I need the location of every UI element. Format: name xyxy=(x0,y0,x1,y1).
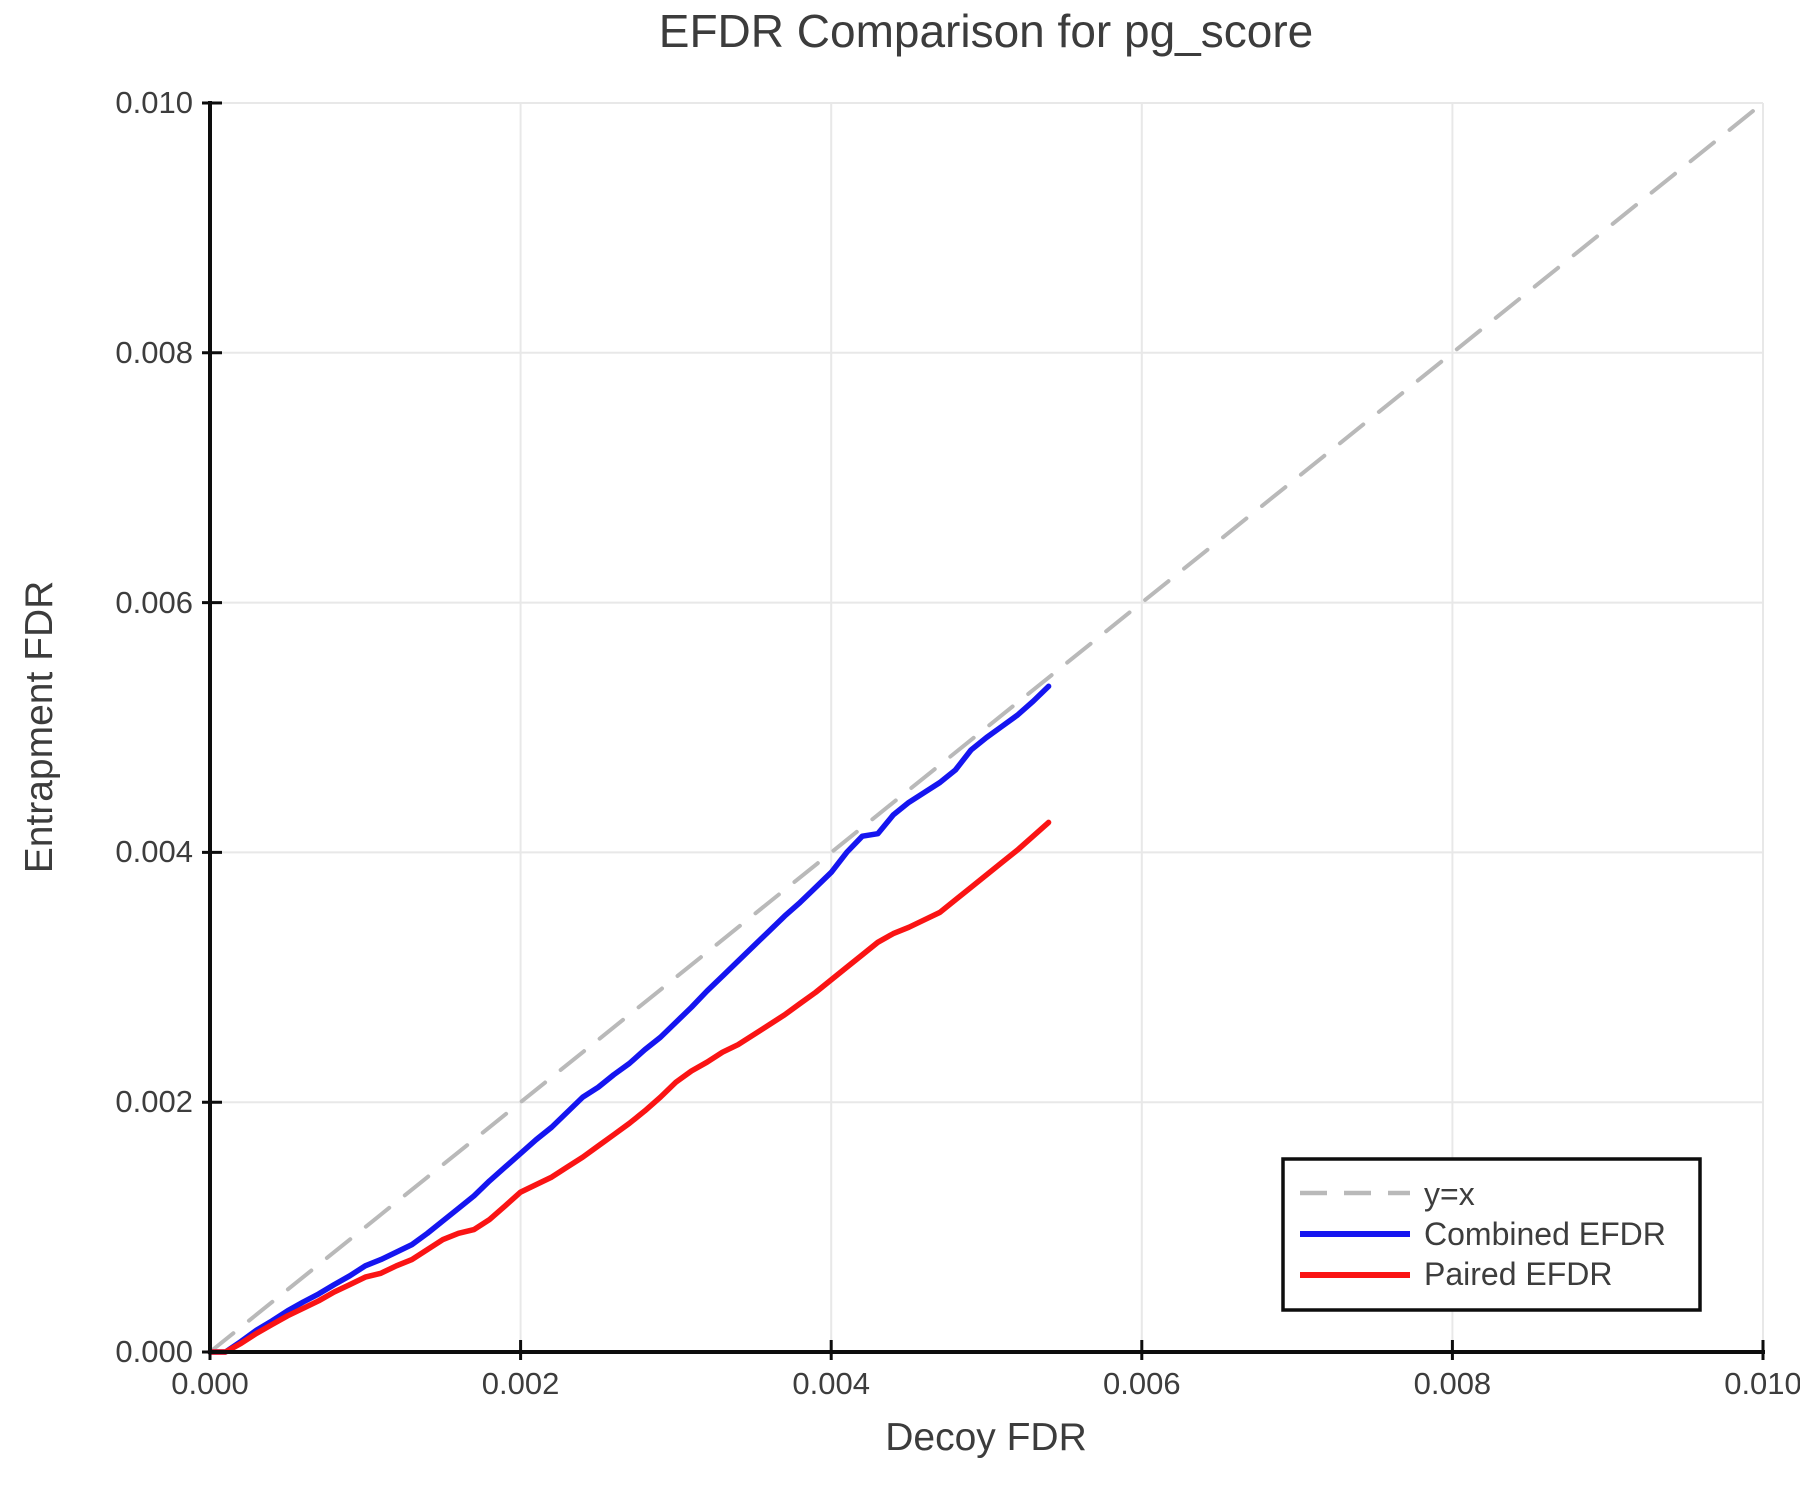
x-tick-label: 0.004 xyxy=(792,1366,870,1401)
x-tick-label: 0.002 xyxy=(481,1366,560,1401)
y-axis-label: Entrapment FDR xyxy=(18,580,61,874)
y-tick-label: 0.006 xyxy=(115,584,193,620)
x-tick-label: 0.006 xyxy=(1103,1366,1181,1401)
legend-label-yx: y=x xyxy=(1424,1176,1475,1212)
x-tick-label: 0.008 xyxy=(1413,1366,1492,1401)
series-line-paired-efdr xyxy=(207,819,1052,1355)
y-tick-label: 0.002 xyxy=(115,1084,193,1120)
legend-label-paired-efdr: Paired EFDR xyxy=(1424,1256,1613,1292)
y-tick-label: 0.008 xyxy=(115,334,193,370)
chart-title: EFDR Comparison for pg_score xyxy=(658,5,1314,57)
series-line-combined-efdr xyxy=(207,683,1052,1355)
legend-label-combined-efdr: Combined EFDR xyxy=(1424,1216,1666,1252)
y-tick-label: 0.010 xyxy=(115,85,193,120)
x-tick-label: 0.010 xyxy=(1724,1366,1800,1401)
y-tick-label: 0.000 xyxy=(115,1334,193,1369)
x-tick-label: 0.000 xyxy=(171,1366,249,1401)
y-tick-label: 0.004 xyxy=(115,834,193,870)
x-axis-label: Decoy FDR xyxy=(885,1416,1087,1459)
series-line-y-x xyxy=(208,101,1765,1354)
